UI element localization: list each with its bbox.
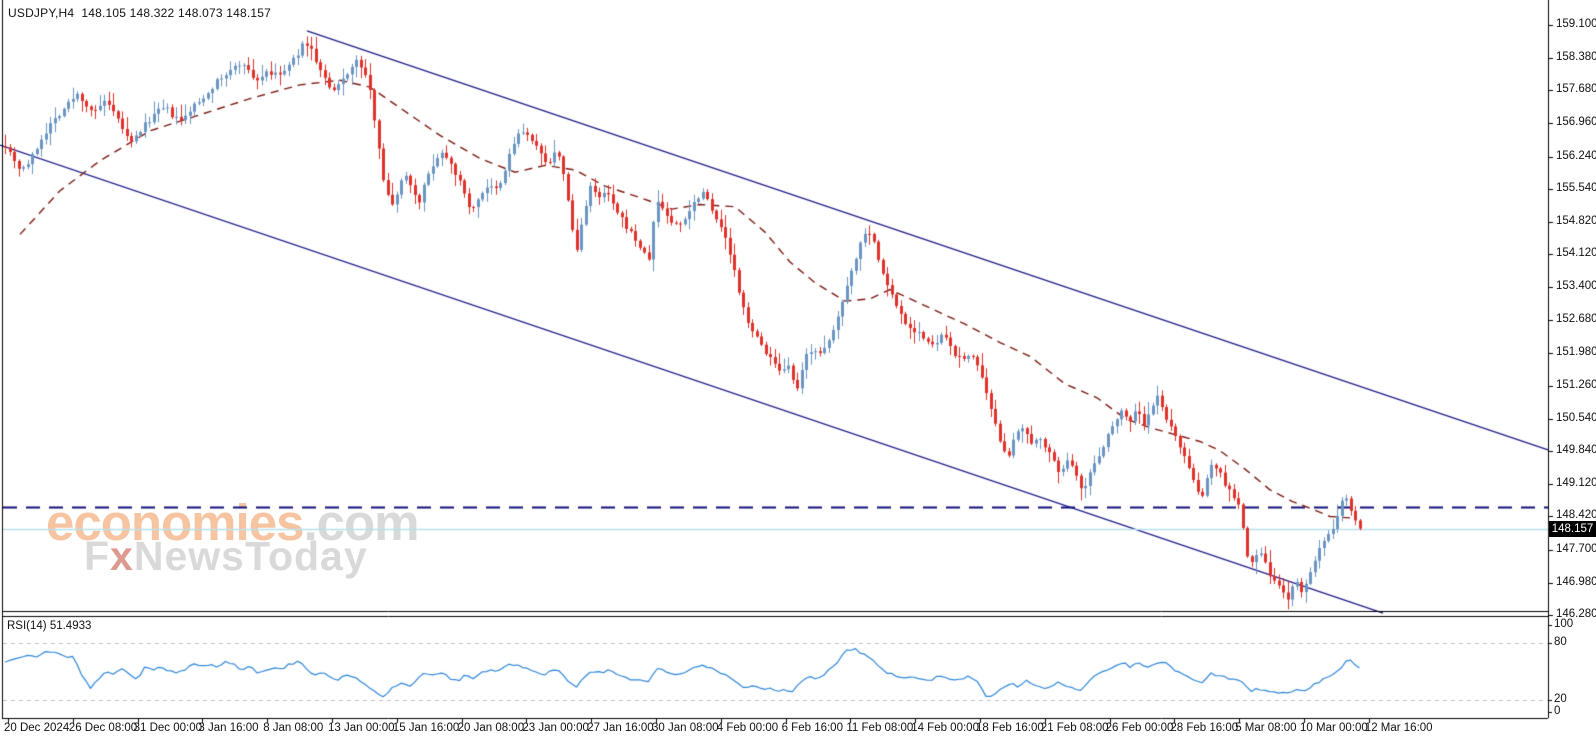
rsi-indicator-label: RSI(14) 51.4933	[7, 620, 92, 632]
current-price-badge: 148.157	[1549, 520, 1596, 537]
symbol-ohlc-readout: USDJPY,H4 148.105 148.322 148.073 148.15…	[8, 6, 272, 20]
